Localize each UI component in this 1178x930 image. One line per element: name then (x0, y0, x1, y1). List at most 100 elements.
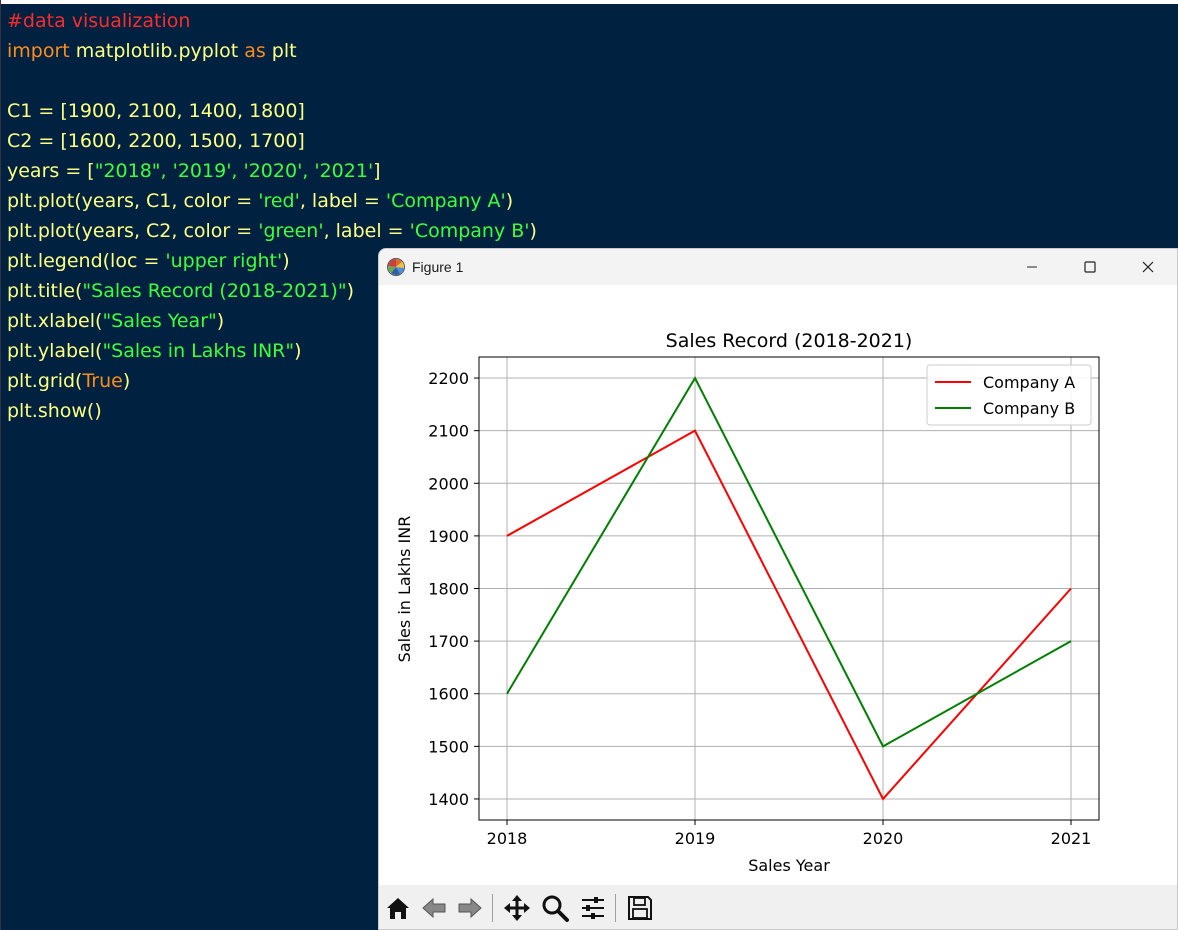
code-token: as (244, 40, 266, 62)
pan-button[interactable] (500, 891, 534, 925)
code-token: plt.grid( (7, 370, 83, 392)
code-token: ] (373, 160, 381, 182)
code-token: , label = (323, 220, 410, 242)
code-token: ) (294, 340, 302, 362)
zoom-icon (542, 895, 569, 922)
code-token: ) (346, 280, 354, 302)
code-token: True (82, 370, 123, 392)
y-tick-label: 1400 (428, 790, 469, 809)
code-line: C2 = [1600, 2200, 1500, 1700] (7, 126, 305, 156)
code-token: ) (505, 190, 514, 212)
code-token: plt.plot(years, C2, color = (7, 220, 259, 242)
minimize-button[interactable] (1003, 249, 1061, 285)
code-token: plt (265, 40, 297, 62)
x-tick-label: 2021 (1051, 829, 1092, 848)
code-line: plt.plot(years, C1, color = 'red', label… (7, 186, 513, 216)
home-icon (387, 898, 409, 919)
legend-label: Company B (983, 399, 1075, 418)
code-token: matplotlib.pyplot (69, 40, 245, 62)
y-tick-label: 2100 (428, 422, 469, 441)
code-token: 'upper right' (165, 250, 283, 272)
code-token: "Sales Year" (102, 310, 217, 332)
code-token: 'red' (258, 190, 300, 212)
close-button[interactable] (1119, 249, 1177, 285)
chart-title: Sales Record (2018-2021) (666, 330, 913, 352)
code-token: C1 = [1900, 2100, 1400, 1800] (7, 100, 305, 122)
series-line-company-a (506, 429, 1072, 801)
configure-subplots-icon (582, 897, 604, 919)
code-token: plt.legend(loc = (7, 250, 166, 272)
y-tick-label: 1600 (428, 685, 469, 704)
code-token: #data visualization (7, 10, 191, 32)
x-axis-label: Sales Year (748, 856, 830, 875)
code-token: 'green' (258, 220, 324, 242)
x-tick-label: 2019 (675, 829, 716, 848)
code-token: plt.title( (7, 280, 83, 302)
code-line: C1 = [1900, 2100, 1400, 1800] (7, 96, 305, 126)
maximize-button[interactable] (1061, 249, 1119, 285)
toolbar-separator (615, 894, 616, 922)
maximize-icon (1084, 261, 1096, 273)
code-token: "2018", '2019', '2020', '2021' (94, 160, 374, 182)
code-line: years = ["2018", '2019', '2020', '2021'] (7, 156, 381, 186)
back-button[interactable] (417, 891, 451, 925)
toolbar-separator (492, 894, 493, 922)
zoom-button[interactable] (538, 891, 572, 925)
plot-canvas[interactable]: 2018 2019 2020 2021 1400 1500 1600 1700 1800 1900… (379, 285, 1177, 885)
y-tick-label: 1500 (428, 737, 469, 756)
figure-window[interactable]: Figure 1 2018 2019 2020 2021 1400 1500 1600 170… (378, 248, 1178, 930)
forward-icon (458, 897, 482, 919)
series-line-company-b (506, 375, 1072, 748)
x-tick-label: 2020 (863, 829, 904, 848)
close-icon (1142, 261, 1154, 273)
code-line: plt.show() (7, 396, 102, 426)
y-axis-label: Sales in Lakhs INR (395, 516, 414, 663)
code-token: 'Company A' (385, 190, 506, 212)
save-button[interactable] (623, 891, 657, 925)
x-tick-label: 2018 (487, 829, 528, 848)
window-title: Figure 1 (412, 259, 464, 275)
pan-icon (504, 895, 530, 921)
forward-button[interactable] (453, 891, 487, 925)
code-line: plt.title("Sales Record (2018-2021)") (7, 276, 354, 306)
code-line: plt.ylabel("Sales in Lakhs INR") (7, 336, 302, 366)
code-token: ) (216, 310, 225, 332)
y-tick-label: 1800 (428, 580, 469, 599)
code-line: plt.plot(years, C2, color = 'green', lab… (7, 216, 537, 246)
code-token: "Sales Record (2018-2021)" (82, 280, 347, 302)
code-token: plt.show() (7, 400, 102, 422)
code-token: ) (282, 250, 290, 272)
code-token: plt.ylabel( (7, 340, 103, 362)
home-button[interactable] (381, 891, 415, 925)
code-token: years = [ (7, 160, 95, 182)
window-titlebar[interactable]: Figure 1 (379, 249, 1177, 285)
code-token: "Sales in Lakhs INR" (102, 340, 295, 362)
save-icon (628, 896, 652, 920)
y-tick-label: 2200 (428, 369, 469, 388)
code-line: plt.legend(loc = 'upper right') (7, 246, 290, 276)
code-token: import (7, 40, 70, 62)
code-line: import matplotlib.pyplot as plt (7, 36, 297, 66)
configure-subplots-button[interactable] (576, 891, 610, 925)
code-line: plt.xlabel("Sales Year") (7, 306, 224, 336)
code-token: , label = (299, 190, 386, 212)
legend-label: Company A (983, 373, 1075, 392)
code-line: #data visualization (7, 6, 190, 36)
y-tick-label: 1900 (428, 527, 469, 546)
code-token: C2 = [1600, 2200, 1500, 1700] (7, 130, 305, 152)
legend-box (926, 364, 1092, 426)
code-token: ) (122, 370, 131, 392)
navigation-toolbar (379, 885, 1177, 929)
code-line: plt.grid(True) (7, 366, 130, 396)
code-token: plt.xlabel( (7, 310, 103, 332)
code-token: plt.plot(years, C1, color = (7, 190, 259, 212)
line-chart: 2018 2019 2020 2021 1400 1500 1600 1700 1800 1900… (395, 330, 1100, 875)
code-token: ) (529, 220, 537, 242)
matplotlib-logo-icon (387, 258, 405, 276)
back-icon (422, 897, 446, 919)
code-token: 'Company B' (409, 220, 530, 242)
minimize-icon (1027, 266, 1037, 268)
y-tick-label: 2000 (428, 474, 469, 493)
y-tick-label: 1700 (428, 632, 469, 651)
editor-top-border (1, 0, 1178, 4)
